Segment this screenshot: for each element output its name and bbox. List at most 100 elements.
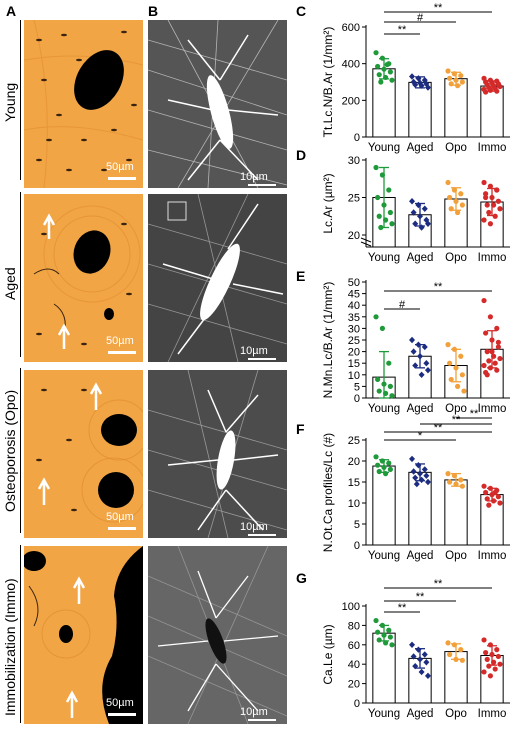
data-point [386,460,392,466]
data-point [448,81,454,87]
row-divider [20,192,21,357]
data-point [459,657,465,663]
data-point [490,498,497,504]
data-point [417,656,423,663]
y-axis-label: Lc.Ar (µm²) [321,173,335,233]
data-point [387,383,393,389]
y-tick-label: 50 [348,277,360,289]
data-point [490,202,497,208]
data-point [453,198,459,204]
data-point [376,468,382,475]
data-point [481,179,487,186]
y-tick-label: 40 [348,659,360,671]
data-point [409,73,416,80]
y-tick-label: 5 [354,381,360,393]
panel-label-d: D [296,147,307,163]
data-point [379,55,386,61]
scale-bar [108,351,136,354]
data-point [412,220,419,227]
scale-bar [248,184,276,186]
data-point [373,164,379,171]
data-point [409,336,416,344]
data-point [494,647,500,653]
data-point [447,194,453,201]
data-point [415,341,422,348]
data-point [495,339,501,345]
data-point [458,72,464,79]
scale-bar [248,358,276,360]
osteocyte-immo: 10µm [148,546,287,724]
data-point [373,50,379,56]
osteocyte-image-aged [148,194,287,362]
data-point [483,649,489,656]
y-axis-label: N.Ot.Ca profiles/Lc (#) [321,433,335,552]
data-point [382,74,389,81]
data-point [424,366,431,374]
data-point [376,388,382,394]
data-point [389,642,395,648]
data-point [423,360,430,367]
data-point [451,187,458,193]
data-point [448,206,454,212]
y-tick-label: 10 [348,498,360,510]
data-point [417,353,423,360]
data-point [384,61,390,68]
data-point [487,221,494,227]
data-point [453,77,459,83]
data-point [492,360,498,366]
y-tick-label: 0 [354,132,360,144]
y-tick-label: 30 [348,323,360,335]
data-point [375,462,381,468]
data-point [454,209,461,216]
significance-label: ** [434,578,443,590]
y-tick-label: 20 [348,230,360,242]
data-point [483,330,489,336]
significance-label: ** [434,281,443,293]
data-point [382,471,389,477]
data-point [423,659,430,666]
data-point [495,494,501,500]
osteocyte-young: 10µm [148,20,287,188]
panel-label-a: A [6,3,17,19]
data-point [447,651,453,658]
data-point [424,84,431,91]
data-point [487,87,494,93]
significance-label: ** [398,602,407,614]
scale-label: 10µm [240,345,268,357]
data-point [375,63,381,70]
data-point [387,69,393,75]
row-divider [20,545,21,723]
y-tick-label: 100 [342,601,360,613]
y-tick-label: 200 [342,95,360,107]
axis-break [360,237,372,243]
y-tick-label: 60 [348,640,360,652]
data-point [424,220,431,227]
micrograph-opo: 50µm [24,370,143,538]
data-point [410,348,417,355]
data-point [413,480,420,488]
data-point [410,209,417,216]
data-point [409,641,416,648]
data-point [484,372,490,378]
significance-label: ** [416,591,425,603]
data-point [494,88,500,94]
y-tick-label: 400 [342,59,360,71]
data-point [423,216,430,224]
micrograph-aged: 50µm [24,194,143,362]
data-point [451,346,458,352]
osteocyte-image-opo [148,370,287,538]
data-point [421,343,428,351]
data-point [458,191,464,197]
data-point [417,79,423,87]
x-tick-label: Immo [478,550,507,562]
scale-label: 10µm [240,706,268,718]
data-point [459,372,465,378]
data-point [418,668,425,676]
significance-label: # [399,299,406,311]
data-point [459,79,465,85]
x-tick-label: Aged [407,550,434,562]
data-point [424,672,431,680]
significance-label: ** [470,408,479,420]
y-tick-label: 20 [348,347,360,359]
data-point [386,187,392,193]
